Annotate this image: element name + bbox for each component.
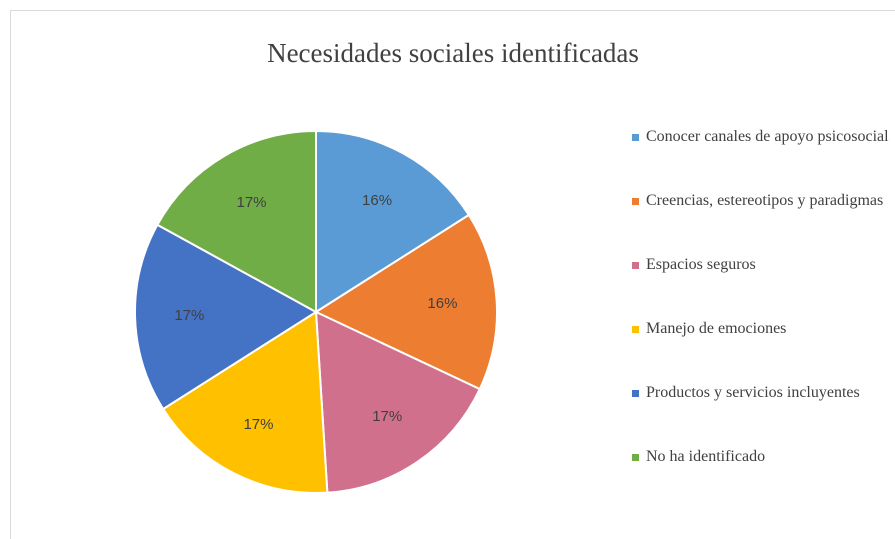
legend-label: Productos y servicios incluyentes bbox=[646, 384, 860, 401]
data-label: 17% bbox=[243, 416, 273, 433]
legend-swatch bbox=[632, 134, 639, 141]
legend-swatch bbox=[632, 390, 639, 397]
legend-swatch bbox=[632, 454, 639, 461]
data-label: 17% bbox=[236, 194, 266, 211]
pie-slice bbox=[313, 213, 498, 391]
legend-swatch bbox=[632, 198, 639, 205]
legend-entry: Espacios seguros bbox=[632, 254, 892, 318]
legend-entry: Productos y servicios incluyentes bbox=[632, 382, 892, 446]
legend-entry: No ha identificado bbox=[632, 446, 892, 510]
legend-entry: Creencias, estereotipos y paradigmas bbox=[632, 190, 892, 254]
chart-border bbox=[10, 10, 895, 539]
data-label: 16% bbox=[362, 192, 392, 209]
data-label: 17% bbox=[372, 408, 402, 425]
pie-slice bbox=[161, 310, 329, 494]
legend-swatch bbox=[632, 262, 639, 269]
legend-label: Creencias, estereotipos y paradigmas bbox=[646, 192, 884, 209]
pie-slice bbox=[134, 223, 318, 411]
pie-slice bbox=[315, 129, 471, 314]
legend-swatch bbox=[632, 326, 639, 333]
legend-label: No ha identificado bbox=[646, 448, 766, 465]
legend-label: Manejo de emociones bbox=[646, 320, 787, 337]
data-label: 16% bbox=[427, 295, 457, 312]
pie-slice bbox=[156, 129, 317, 314]
legend: Conocer canales de apoyo psicosocial Cree… bbox=[632, 126, 892, 510]
legend-entry: Manejo de emociones bbox=[632, 318, 892, 382]
data-label: 17% bbox=[174, 307, 204, 324]
legend-label: Conocer canales de apoyo psicosocial bbox=[646, 128, 889, 145]
legend-label: Espacios seguros bbox=[646, 256, 756, 273]
legend-entry: Conocer canales de apoyo psicosocial bbox=[632, 126, 892, 190]
chart-title: Necesidades sociales identificadas bbox=[267, 38, 639, 68]
pie-slice bbox=[314, 310, 482, 494]
